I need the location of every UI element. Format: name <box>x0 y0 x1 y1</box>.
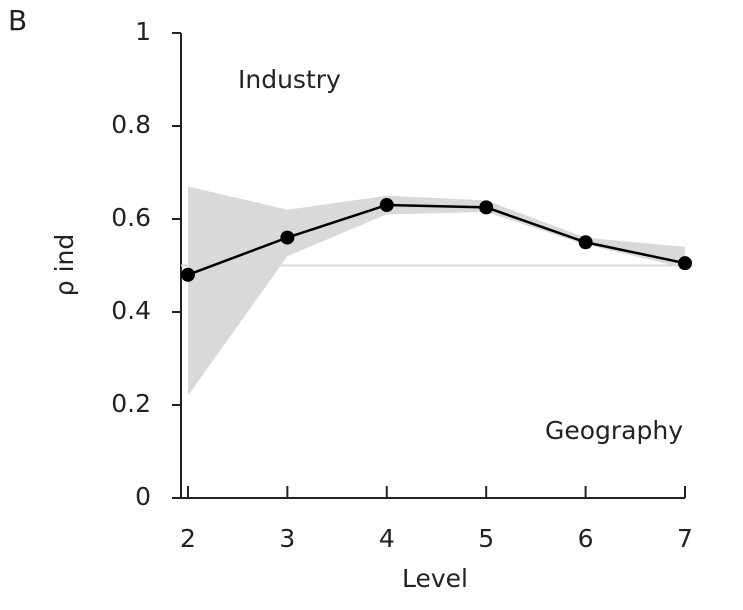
annotation: Geography <box>545 416 683 445</box>
x-tick-label: 6 <box>578 524 594 553</box>
x-tick-label: 7 <box>677 524 693 553</box>
band <box>187 186 686 396</box>
x-axis-label: Level <box>402 564 468 593</box>
y-axis-label: ρ ind <box>50 234 79 296</box>
marker <box>678 256 692 271</box>
y-tick-label: 0.6 <box>111 203 151 232</box>
y-tick-label: 0.8 <box>111 110 151 139</box>
y-tick-label: 0.4 <box>111 296 151 325</box>
marker <box>280 230 295 245</box>
x-tick-label: 2 <box>180 524 196 553</box>
marker <box>479 200 494 215</box>
y-tick-label: 0.2 <box>111 389 151 418</box>
x-tick-label: 4 <box>379 524 395 553</box>
marker <box>180 267 195 282</box>
y-tick-label: 0 <box>135 482 151 511</box>
panel-label: B <box>8 4 27 37</box>
line <box>187 203 686 276</box>
marker <box>379 198 394 213</box>
marker <box>578 235 593 250</box>
y-tick-label: 1 <box>135 17 151 46</box>
x-tick-label: 5 <box>478 524 494 553</box>
annotation: Industry <box>238 65 341 94</box>
x-tick-label: 3 <box>279 524 295 553</box>
